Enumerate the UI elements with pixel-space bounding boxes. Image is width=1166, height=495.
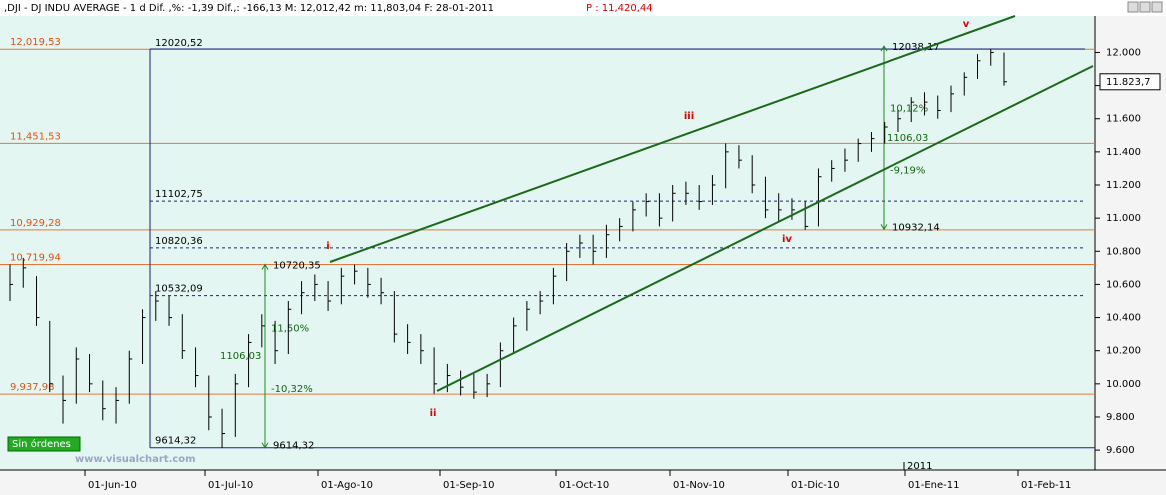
level-label: 10,719,94 bbox=[10, 253, 61, 264]
y-tick-label: 10.600 bbox=[1106, 279, 1141, 290]
wave-label: v bbox=[963, 19, 970, 30]
wave-label: i bbox=[326, 241, 329, 252]
measure-text: 1106,03 bbox=[887, 133, 928, 144]
y-tick-label: 11.400 bbox=[1106, 147, 1141, 158]
y-tick-label: 11.600 bbox=[1106, 114, 1141, 125]
level-label: 12,019,53 bbox=[10, 37, 61, 48]
y-tick-label: 10.400 bbox=[1106, 313, 1141, 324]
year-label: 2011 bbox=[907, 461, 932, 472]
y-tick-label: 11.000 bbox=[1106, 213, 1141, 224]
last-price-box bbox=[1099, 73, 1161, 91]
measure-text: 11,50% bbox=[271, 324, 309, 335]
measure-bottom-label: 10932,14 bbox=[892, 222, 940, 233]
measure-arrow bbox=[880, 45, 888, 231]
x-tick-label: 01-Oct-10 bbox=[559, 480, 609, 491]
wave-label: iv bbox=[782, 234, 792, 245]
maximize-button[interactable] bbox=[1139, 1, 1151, 13]
measure-bottom-label: 9614,32 bbox=[273, 441, 314, 452]
y-tick-label: 11.200 bbox=[1106, 180, 1141, 191]
measure-arrow bbox=[261, 263, 269, 449]
status-box[interactable] bbox=[7, 436, 81, 452]
dashed-level-label: 11102,75 bbox=[155, 189, 203, 200]
dashed-level-label: 10820,36 bbox=[155, 236, 203, 247]
header bbox=[0, 0, 1166, 16]
x-tick-label: 01-Jul-10 bbox=[208, 480, 253, 491]
x-tick-label: 01-Dic-10 bbox=[791, 480, 840, 491]
y-tick-label: 12.000 bbox=[1106, 47, 1141, 58]
level-label: 10,929,28 bbox=[10, 218, 61, 229]
watermark: www.visualchart.com bbox=[75, 454, 196, 465]
measure-top-label: 12038,17 bbox=[892, 42, 940, 53]
price-label: P : 11,420,44 bbox=[586, 3, 653, 14]
y-tick-label: 10.000 bbox=[1106, 379, 1141, 390]
box-top-label: 12020,52 bbox=[155, 38, 203, 49]
level-label: 9,937,98 bbox=[10, 382, 55, 393]
chart-title: ,DJI - DJ INDU AVERAGE - 1 d Dif. ,%: -1… bbox=[4, 3, 494, 14]
measure-top-label: 10720,35 bbox=[273, 260, 321, 271]
y-tick-label: 10.800 bbox=[1106, 246, 1141, 257]
wave-label: ii bbox=[430, 408, 437, 419]
minimize-button[interactable] bbox=[1127, 1, 1139, 13]
x-tick-label: 01-Ago-10 bbox=[321, 480, 373, 491]
upper-trend-line bbox=[329, 15, 1016, 263]
wave-label: iii bbox=[684, 111, 694, 122]
x-tick-label: 01-Nov-10 bbox=[673, 480, 725, 491]
y-tick-label: 9.600 bbox=[1106, 445, 1135, 456]
level-label: 11,451,53 bbox=[10, 131, 61, 142]
y-tick-label: 9.800 bbox=[1106, 412, 1135, 423]
x-tick-label: 01-Sep-10 bbox=[443, 480, 495, 491]
measure-text: -9,19% bbox=[890, 166, 925, 177]
y-tick-label: 10.200 bbox=[1106, 346, 1141, 357]
box-bottom-label: 9614,32 bbox=[155, 436, 196, 447]
x-tick-label: 01-Ene-11 bbox=[908, 480, 959, 491]
x-tick-label: 01-Feb-11 bbox=[1021, 480, 1071, 491]
close-button[interactable] bbox=[1151, 1, 1163, 13]
measure-text: 10,12% bbox=[890, 103, 928, 114]
last-price-label: 11.823,7 bbox=[1106, 77, 1151, 88]
measure-text: -10,32% bbox=[271, 384, 313, 395]
measure-text: 1106,03 bbox=[220, 351, 261, 362]
dashed-level-label: 10532,09 bbox=[155, 284, 203, 295]
chart-layer: 12.00011.80011.60011.40011.20011.00010.8… bbox=[0, 19, 1161, 491]
x-tick-label: 01-Jun-10 bbox=[88, 480, 137, 491]
lower-trend-line bbox=[436, 65, 1094, 392]
status-text: Sin órdenes bbox=[12, 438, 71, 450]
